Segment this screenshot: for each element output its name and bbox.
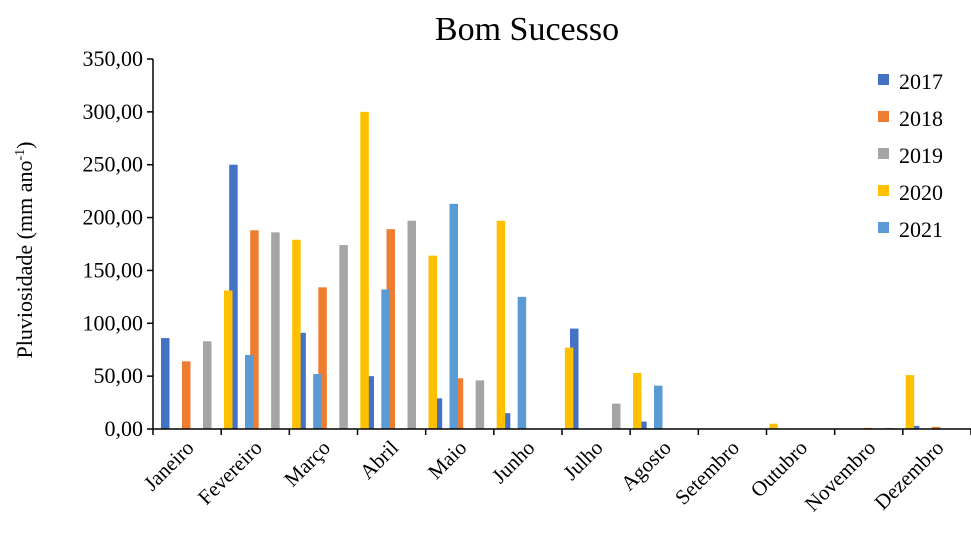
bar-2020-junho xyxy=(565,348,574,429)
y-axis-label-superscript: -1 xyxy=(13,149,28,161)
x-tick-label-julho: Julho xyxy=(558,436,607,485)
bar-2018-janeiro xyxy=(182,361,191,429)
bar-2021-julho xyxy=(654,386,663,429)
bar-2021-janeiro xyxy=(245,355,254,429)
bar-2019-janeiro xyxy=(203,341,212,429)
x-tick-label-fevereiro: Fevereiro xyxy=(193,436,267,510)
bar-2020-março xyxy=(360,112,369,429)
bar-2021-março xyxy=(381,289,390,429)
bar-2020-maio xyxy=(497,221,506,429)
legend-swatch-2019 xyxy=(878,148,889,159)
y-tick-label: 100,00 xyxy=(83,310,144,335)
x-tick-label-agosto: Agosto xyxy=(616,436,676,496)
legend-swatch-2020 xyxy=(878,185,889,196)
bar-2021-abril xyxy=(450,204,459,429)
bar-2021-fevereiro xyxy=(313,374,322,429)
bar-2019-julho xyxy=(612,404,621,429)
bar-2020-abril xyxy=(429,256,438,429)
bar-2020-novembro xyxy=(906,375,915,429)
x-tick-label-maio: Maio xyxy=(423,436,471,484)
legend-label-2017: 2017 xyxy=(899,69,943,94)
bar-2019-abril xyxy=(408,221,417,429)
y-tick-label: 0,00 xyxy=(105,416,144,441)
y-axis-label: Pluviosidade (mm ano-1) xyxy=(12,142,37,359)
bar-2017-janeiro xyxy=(161,338,170,429)
legend-swatch-2021 xyxy=(878,222,889,233)
x-tick-label-abril: Abril xyxy=(355,435,403,483)
x-tick-label-dezembro: Dezembro xyxy=(870,436,949,515)
bar-2020-julho xyxy=(633,373,642,429)
bar-2019-fevereiro xyxy=(271,232,280,429)
legend: 2017 2018 2019 2020 2021 xyxy=(878,69,943,242)
y-axis-label-close: ) xyxy=(12,142,37,149)
bar-2020-janeiro xyxy=(224,291,233,429)
bar-2021-maio xyxy=(518,297,527,429)
y-tick-label: 350,00 xyxy=(83,46,144,71)
bar-2020-fevereiro xyxy=(292,240,301,429)
x-tick-label-outubro: Outubro xyxy=(746,436,812,502)
legend-label-2018: 2018 xyxy=(899,106,943,131)
bar-2020-setembro xyxy=(769,424,778,429)
y-tick-label: 200,00 xyxy=(83,205,144,230)
x-tick-label-março: Março xyxy=(279,436,335,492)
legend-swatch-2018 xyxy=(878,111,889,122)
bar-2019-maio xyxy=(476,380,485,429)
x-tick-label-janeiro: Janeiro xyxy=(139,436,199,496)
legend-label-2020: 2020 xyxy=(899,180,943,205)
y-tick-label: 300,00 xyxy=(83,99,144,124)
bar-2019-março xyxy=(339,245,348,429)
y-axis-label-main: Pluviosidade (mm ano xyxy=(12,161,37,359)
legend-label-2019: 2019 xyxy=(899,143,943,168)
y-tick-label: 250,00 xyxy=(83,152,144,177)
y-tick-label: 50,00 xyxy=(94,363,144,388)
y-tick-label: 150,00 xyxy=(83,257,144,282)
x-tick-label-setembro: Setembro xyxy=(670,436,744,510)
x-tick-label-junho: Junho xyxy=(487,436,539,488)
chart-title: Bom Sucesso xyxy=(435,11,619,48)
legend-label-2021: 2021 xyxy=(899,217,943,242)
x-tick-label-novembro: Novembro xyxy=(800,436,880,516)
legend-swatch-2017 xyxy=(878,74,889,85)
